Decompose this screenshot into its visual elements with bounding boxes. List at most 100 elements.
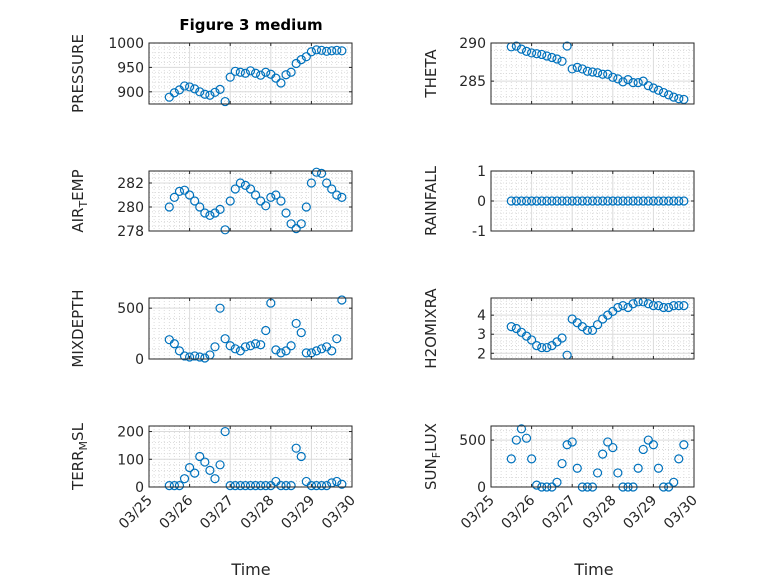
data-point — [506, 321, 516, 332]
data-point — [587, 325, 598, 336]
x-axis-title-left: Time — [230, 560, 270, 579]
data-point — [240, 68, 251, 78]
data-point — [337, 479, 347, 489]
data-point — [311, 481, 322, 491]
data-point — [316, 45, 327, 55]
data-point — [653, 85, 664, 95]
data-point — [210, 342, 220, 352]
data-point — [567, 437, 577, 447]
data-point — [164, 202, 174, 212]
y-tick-label: 3 — [477, 327, 486, 343]
data-point — [276, 348, 286, 358]
data-point — [537, 342, 547, 353]
y-tick-label: 200 — [117, 425, 144, 441]
data-point — [669, 92, 679, 102]
y-axis-label: SUNFLUX — [422, 423, 443, 490]
data-point — [230, 66, 240, 76]
data-point — [577, 196, 587, 206]
data-point — [190, 351, 200, 361]
data-point — [332, 190, 342, 200]
data-point — [332, 476, 342, 487]
data-point — [200, 457, 210, 467]
panel-h2omixra: 2 3 4 H2OMIXRA — [422, 288, 695, 369]
data-point — [245, 341, 256, 351]
y-tick-label: -1 — [472, 224, 486, 240]
y-tick-label: 2 — [477, 346, 486, 362]
data-point — [648, 196, 659, 206]
data-point — [190, 196, 200, 206]
data-point — [195, 352, 205, 362]
y-tick-label: 500 — [117, 301, 144, 317]
data-point — [301, 202, 311, 212]
data-point — [281, 70, 291, 80]
data-point — [603, 437, 613, 447]
data-point — [633, 78, 643, 88]
x-tick-label: 03/29 — [620, 493, 660, 533]
data-point — [195, 87, 205, 97]
y-axis-label: THETA — [422, 49, 440, 99]
data-point — [250, 481, 261, 491]
data-point — [658, 302, 669, 313]
data-point — [296, 451, 306, 462]
y-tick-label: 100 — [117, 452, 144, 468]
data-point — [327, 46, 337, 56]
data-point — [200, 89, 210, 99]
data-point — [291, 224, 301, 234]
data-point — [679, 301, 689, 311]
data-point — [582, 196, 593, 206]
data-point — [276, 78, 286, 88]
data-point — [567, 64, 577, 74]
data-point — [532, 341, 542, 351]
data-point — [658, 196, 669, 206]
data-point — [179, 81, 190, 91]
data-point — [638, 444, 648, 455]
data-point — [220, 225, 230, 235]
data-point — [653, 301, 664, 311]
data-point — [572, 463, 582, 473]
panel-air-temp: 278 280 282 AIRTEMP — [69, 167, 353, 240]
data-point — [557, 56, 567, 66]
data-point — [306, 178, 316, 188]
data-point — [582, 325, 593, 336]
axes-box — [148, 170, 353, 232]
data-point — [235, 178, 245, 188]
data-point — [516, 424, 527, 434]
data-point — [220, 426, 230, 437]
data-point — [552, 196, 562, 206]
data-point — [679, 440, 689, 450]
data-point — [185, 352, 195, 362]
data-point — [286, 219, 296, 229]
data-point — [516, 196, 527, 206]
data-point — [669, 301, 679, 311]
data-point — [316, 168, 327, 178]
data-point — [230, 481, 240, 491]
data-point — [674, 94, 684, 104]
data-point — [261, 67, 271, 77]
y-tick-label: 500 — [459, 433, 486, 449]
y-axis-label: PRESSURE — [69, 34, 87, 113]
x-tick-label: 03/28 — [580, 493, 620, 533]
data-point — [291, 443, 301, 453]
x-tick-label: 03/30 — [661, 493, 701, 533]
data-point — [537, 49, 547, 60]
data-point — [286, 481, 296, 491]
data-point — [266, 192, 276, 202]
data-point — [169, 88, 179, 98]
data-point — [532, 49, 542, 59]
data-point — [179, 351, 190, 361]
data-point — [322, 46, 332, 56]
data-point — [557, 196, 567, 206]
data-point — [521, 46, 532, 56]
data-point — [674, 301, 684, 311]
data-point — [582, 66, 593, 76]
data-point — [286, 67, 296, 77]
data-point — [215, 303, 225, 313]
data-point — [296, 54, 306, 65]
data-point — [679, 94, 689, 105]
data-point — [674, 454, 684, 464]
data-point — [322, 481, 332, 491]
data-point — [521, 196, 532, 206]
x-tick-label: 03/28 — [238, 493, 278, 533]
data-point — [664, 302, 674, 313]
data-point — [628, 196, 638, 206]
